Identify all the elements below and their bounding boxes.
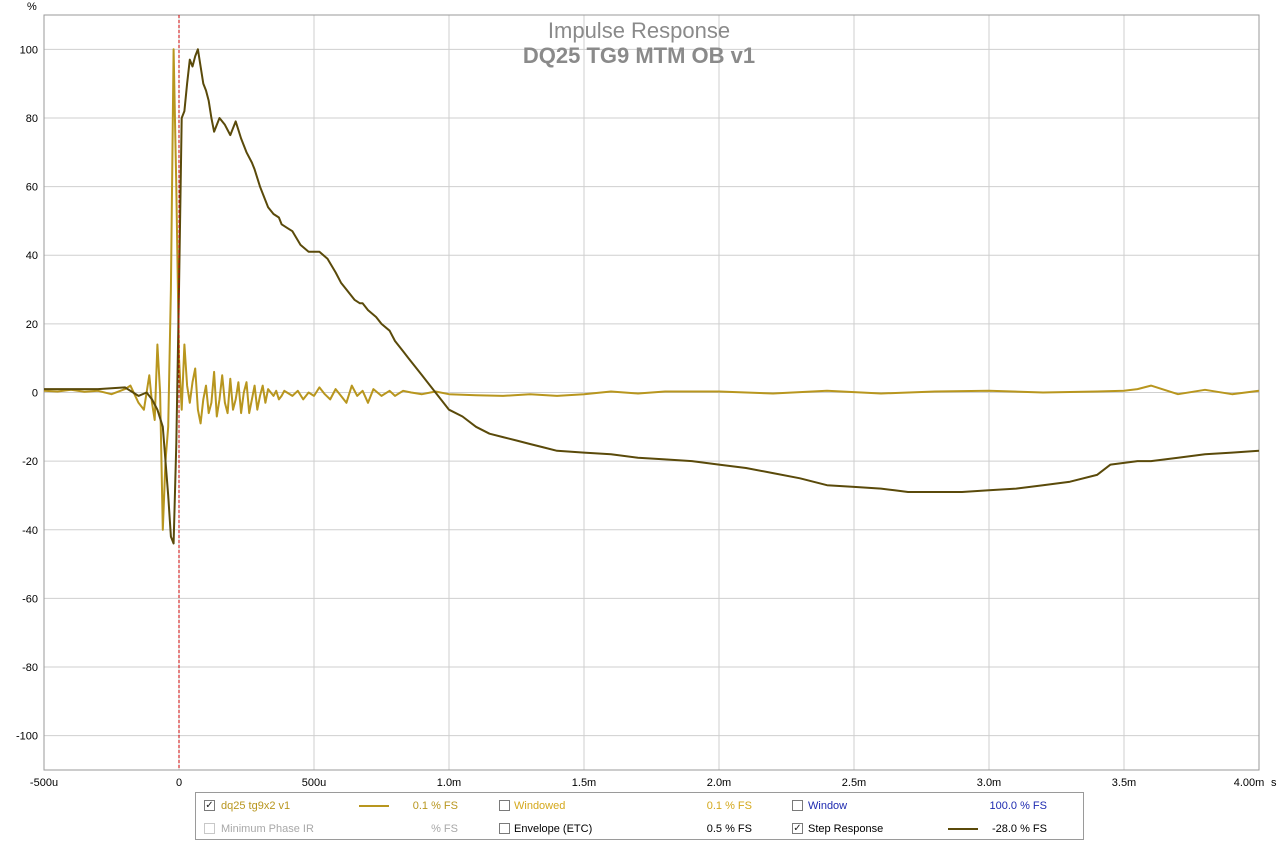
windowed-checkbox[interactable] bbox=[499, 800, 510, 811]
step-value: -28.0 % FS bbox=[991, 823, 1047, 835]
y-tick-label: -80 bbox=[22, 662, 38, 674]
step-label: Step Response bbox=[808, 823, 884, 835]
x-axis-ticks: -500u 0 500u 1.0m 1.5m 2.0m 2.5m 3.0m 3.5m 4.00m bbox=[30, 777, 1264, 789]
envelope-label: Envelope (ETC) bbox=[514, 823, 593, 835]
x-tick-label: 3.0m bbox=[977, 777, 1001, 789]
legend-row: Minimum Phase IR % FS Envelope (ETC) 0.5… bbox=[196, 818, 1083, 840]
y-axis-ticks: 100 80 60 40 20 0 -20 -40 -60 -80 -100 bbox=[16, 44, 38, 742]
minphase-checkbox[interactable] bbox=[204, 823, 215, 834]
series-layer bbox=[43, 48, 1260, 545]
window-value: 100.0 % FS bbox=[989, 800, 1047, 812]
envelope-checkbox[interactable] bbox=[499, 823, 510, 834]
dq25-checkbox[interactable]: ✓ bbox=[204, 800, 215, 811]
x-tick-label: 2.5m bbox=[842, 777, 866, 789]
x-tick-label: -500u bbox=[30, 777, 58, 789]
y-tick-label: 20 bbox=[26, 319, 38, 331]
x-tick-label: 0 bbox=[176, 777, 182, 789]
window-label: Window bbox=[808, 800, 848, 812]
y-tick-label: -60 bbox=[22, 593, 38, 605]
chart-subtitle: DQ25 TG9 MTM OB v1 bbox=[523, 43, 755, 68]
y-tick-label: -100 bbox=[16, 731, 38, 743]
y-tick-label: 100 bbox=[20, 44, 38, 56]
impulse-response-chart: 100 80 60 40 20 0 -20 -40 -60 -80 -100 -500u 0 500u 1… bbox=[16, 1, 1277, 789]
y-tick-label: 40 bbox=[26, 250, 38, 262]
window-checkbox[interactable] bbox=[792, 800, 803, 811]
legend-row: ✓ dq25 tg9x2 v1 0.1 % FS Windowed 0.1 % … bbox=[196, 795, 1083, 817]
y-tick-label: 80 bbox=[26, 113, 38, 125]
chart-title: Impulse Response bbox=[548, 18, 730, 43]
windowed-value: 0.1 % FS bbox=[706, 800, 752, 812]
step-line-swatch bbox=[948, 828, 978, 830]
x-tick-label: 3.5m bbox=[1112, 777, 1136, 789]
minphase-label: Minimum Phase IR bbox=[221, 823, 314, 835]
windowed-label: Windowed bbox=[514, 800, 566, 812]
dq25-label: dq25 tg9x2 v1 bbox=[221, 800, 291, 812]
dq25-value: 0.1 % FS bbox=[412, 800, 458, 812]
x-tick-label: 500u bbox=[302, 777, 326, 789]
envelope-value: 0.5 % FS bbox=[706, 823, 752, 835]
x-tick-label: 1.0m bbox=[437, 777, 461, 789]
x-tick-label: 2.0m bbox=[707, 777, 731, 789]
legend-panel: ✓ dq25 tg9x2 v1 0.1 % FS Windowed 0.1 % … bbox=[195, 792, 1084, 840]
y-axis-unit: % bbox=[27, 1, 37, 13]
x-tick-label: 1.5m bbox=[572, 777, 596, 789]
y-tick-label: 60 bbox=[26, 182, 38, 194]
y-tick-label: -20 bbox=[22, 456, 38, 468]
x-tick-label: 4.00m bbox=[1234, 777, 1265, 789]
step-checkbox[interactable]: ✓ bbox=[792, 823, 803, 834]
y-tick-label: -40 bbox=[22, 525, 38, 537]
plot-area-border bbox=[43, 14, 1260, 771]
series-line-impulse bbox=[43, 48, 1260, 531]
dq25-line-swatch bbox=[359, 805, 389, 807]
minphase-value: % FS bbox=[431, 823, 458, 835]
series-line-step bbox=[44, 48, 1260, 545]
x-axis-unit: s bbox=[1271, 777, 1277, 789]
y-tick-label: 0 bbox=[32, 388, 38, 400]
